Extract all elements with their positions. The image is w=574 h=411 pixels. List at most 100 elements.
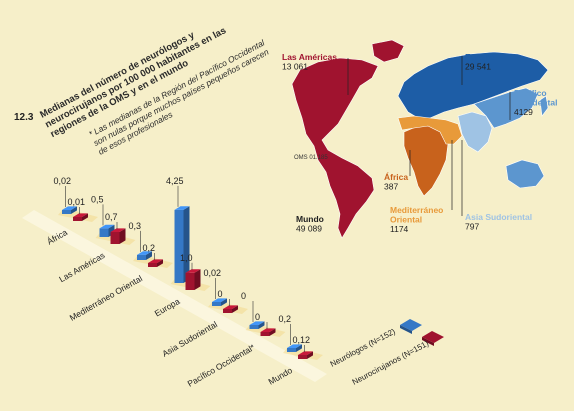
bar-neurologos-front (212, 302, 221, 306)
region-value: 49 089 (296, 224, 322, 234)
category-label: Mediterráneo Oriental (68, 273, 144, 323)
category-label: Las Américas (57, 250, 106, 284)
bar-neurocirujanos-top (110, 228, 126, 232)
bar-neurologos (212, 298, 227, 306)
map-region-australia (505, 159, 545, 189)
figure-badge: 12.3 (14, 112, 34, 123)
bar-neurologos (174, 206, 190, 283)
region-name: Mediterráneo (390, 205, 443, 215)
bar-neurocirujanos-side (269, 328, 276, 336)
category-label: Pacífico Occidental* (186, 342, 257, 389)
bar-neurocirujanos-front (110, 231, 120, 244)
map-region-greenland (371, 39, 405, 63)
map-region-americas (291, 57, 379, 239)
bar-neurocirujanos-side (157, 259, 163, 267)
legend-swatch (422, 331, 444, 343)
region-value: 1174 (390, 224, 409, 234)
value-label: 4,25 (166, 176, 184, 186)
title-block: Medianas del número de neurólogos yneuro… (38, 25, 270, 157)
bar-neurocirujanos-front (148, 263, 157, 267)
bar-neurocirujanos-side (307, 351, 313, 359)
bar-neurologos-front (287, 348, 296, 352)
bar-neurologos-front (62, 210, 71, 214)
legend-swatch-side (400, 325, 412, 334)
category-label: Asia Sudoriental (160, 319, 219, 359)
bar-neurologos (137, 251, 152, 260)
region-name: Las Américas (282, 52, 337, 62)
bar-neurologos-top (287, 344, 302, 348)
value-label: 0,7 (105, 212, 118, 222)
bar-neurocirujanos-top (73, 213, 88, 217)
region-name: Occidental (514, 98, 557, 108)
bar-neurocirujanos-top (260, 328, 276, 332)
region-name: Asia Sudoriental (465, 212, 532, 222)
bar-neurologos-front (137, 254, 146, 260)
bar-neurologos-side (221, 298, 227, 306)
map-region-asia (457, 111, 493, 153)
bar-neurologos (249, 321, 265, 329)
region-value: 797 (465, 222, 479, 232)
legend-swatch-side (422, 337, 434, 346)
value-label: 0 (255, 312, 260, 322)
bar-neurologos-top (62, 206, 77, 210)
category-label: Europa (153, 296, 182, 319)
value-label: 0 (241, 291, 246, 301)
region-value: 13 061 (282, 62, 308, 72)
map-source-code: OMS 01.185 (294, 155, 328, 161)
bar-neurocirujanos-top (185, 269, 201, 273)
value-label: 0,2 (143, 243, 156, 253)
value-label: 0,12 (293, 335, 311, 345)
world-map (291, 39, 549, 239)
bar-neurocirujanos (110, 228, 126, 244)
bar-neurologos (287, 344, 302, 352)
bar-neurologos-front (174, 209, 184, 283)
map-region-mediterranean (397, 115, 463, 145)
region-name: Mundo (296, 214, 324, 224)
value-label: 0,02 (204, 268, 222, 278)
bar-neurocirujanos (185, 269, 201, 290)
region-name: Oriental (390, 215, 422, 225)
figure-number: 12.3 (14, 112, 34, 123)
bar-neurocirujanos-front (185, 272, 195, 290)
bar-neurologos-top (174, 206, 190, 210)
region-name: África (384, 172, 408, 182)
value-label: 0,01 (68, 197, 86, 207)
bar-neurologos-side (183, 206, 190, 283)
region-value: 4129 (514, 107, 533, 117)
bar-neurologos-front (249, 325, 259, 329)
value-label: 0 (218, 289, 223, 299)
legend: Neurólogos (N=152)Neurocirujanos (N=151) (329, 319, 444, 387)
bar-neurocirujanos-side (119, 228, 126, 244)
bar-neurologos-top (99, 224, 115, 229)
map-region-japan (539, 95, 549, 117)
chart-base-ribbon (22, 210, 327, 382)
region-value: 29 541 (465, 62, 491, 72)
bar-neurocirujanos-front (223, 309, 232, 313)
bar-neurocirujanos-side (232, 305, 238, 313)
bar-neurocirujanos-side (82, 213, 88, 221)
bar-neurocirujanos (260, 328, 276, 336)
value-label: 0,2 (279, 314, 292, 324)
bar-neurocirujanos-top (298, 351, 313, 355)
bar-neurocirujanos (298, 351, 313, 359)
value-label: 1,0 (180, 253, 193, 263)
map-region-europe (397, 51, 549, 119)
bar-neurocirujanos-top (148, 259, 163, 263)
value-label: 0,3 (129, 221, 142, 231)
region-name: Europa (465, 52, 495, 62)
map-region-pacific (473, 87, 539, 129)
bar-neurologos-top (212, 298, 227, 302)
bar-neurocirujanos (73, 213, 88, 221)
bar-neurologos-side (258, 321, 265, 329)
value-label: 0,5 (91, 194, 104, 204)
bar-neurologos-top (249, 321, 265, 325)
bar-neurocirujanos (148, 259, 163, 267)
